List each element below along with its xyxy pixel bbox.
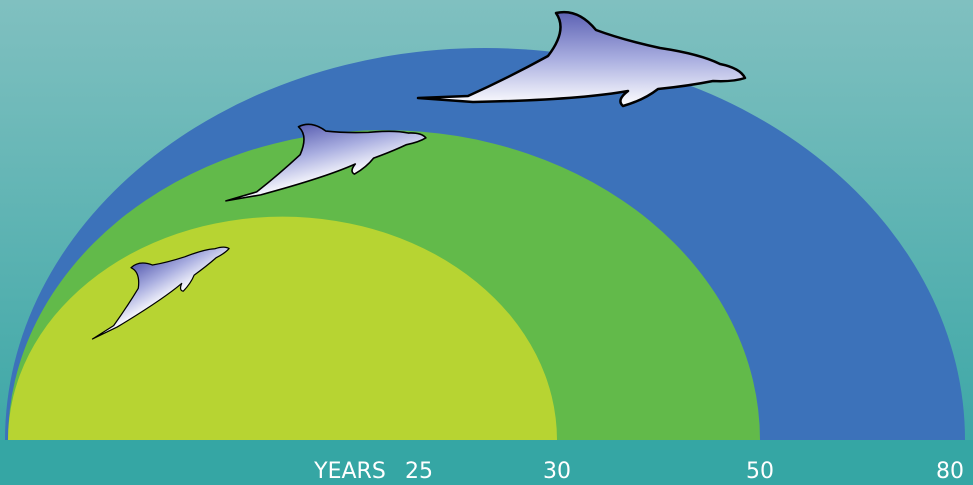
axis-title: YEARS (313, 459, 386, 484)
axis-label: 80 (936, 459, 964, 484)
axis-label: 50 (746, 459, 774, 484)
axis-label: 30 (543, 459, 571, 484)
axis-label: 25 (405, 459, 433, 484)
ground-band (0, 440, 973, 485)
